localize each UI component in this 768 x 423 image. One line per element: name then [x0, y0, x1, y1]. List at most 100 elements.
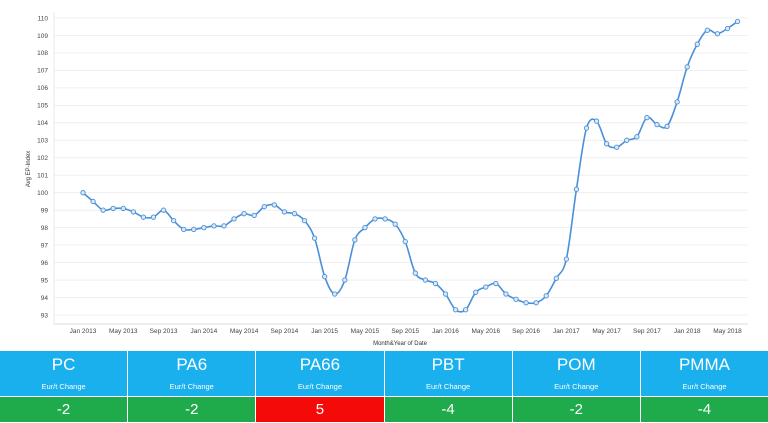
data-point: [110, 205, 116, 212]
x-tick-label: May 2018: [713, 328, 742, 335]
chart-grid: [53, 12, 748, 325]
tile-unit-label: Eur/t Change: [554, 382, 599, 391]
tile-header: PMMA Eur/t Change: [640, 351, 768, 396]
data-point: [241, 211, 247, 217]
x-tick-label: May 2017: [592, 328, 621, 335]
ep-index-line-chart: 93 94 95 96 97 98 99 100 101 102 103 104 105 106 107 10…: [26, 12, 748, 347]
tile-header: PC Eur/t Change: [0, 351, 128, 396]
tile-unit-label: Eur/t Change: [169, 382, 214, 391]
data-point: [503, 291, 509, 297]
tile-pbt: PBT Eur/t Change -4: [384, 351, 513, 422]
y-tick-label: 99: [41, 207, 49, 214]
tile-change-value: -2: [128, 396, 256, 422]
tile-unit-label: Eur/t Change: [426, 382, 471, 391]
x-tick-label: Sep 2016: [512, 328, 540, 335]
data-point: [422, 277, 429, 283]
x-tick-label: Jan 2018: [674, 328, 701, 335]
polymer-change-tiles: PC Eur/t Change -2 PA6 Eur/t Change -2 P…: [0, 351, 768, 422]
tile-unit-label: Eur/t Change: [297, 382, 343, 391]
data-point: [563, 256, 570, 262]
tile-header: PBT Eur/t Change: [384, 351, 512, 396]
data-point: [412, 270, 418, 276]
y-tick-label: 96: [41, 260, 49, 267]
data-point: [301, 218, 308, 224]
tile-header: PA6 Eur/t Change: [128, 351, 256, 396]
data-point: [473, 289, 479, 295]
data-point: [181, 226, 187, 233]
data-point: [674, 99, 680, 105]
data-point: [614, 144, 620, 150]
data-point: [724, 25, 731, 32]
y-tick-label: 109: [37, 33, 48, 40]
data-point: [634, 134, 640, 140]
tile-unit-label: Eur/t Change: [682, 382, 727, 391]
data-point: [624, 137, 630, 143]
data-point: [402, 238, 408, 245]
data-point: [533, 300, 539, 306]
tile-polymer-name: PA6: [176, 355, 208, 374]
tile-change-value: -2: [0, 396, 128, 422]
data-point: [80, 190, 86, 196]
data-point: [734, 18, 741, 25]
tile-polymer-name: PA66: [299, 355, 341, 374]
data-point: [463, 307, 469, 313]
y-tick-label: 103: [37, 138, 48, 145]
x-tick-label: Jan 2015: [311, 328, 338, 335]
tile-change-value: -4: [384, 396, 512, 422]
x-axis-title: Month&Year of Date: [373, 341, 427, 347]
tile-unit-label: Eur/t Change: [41, 382, 86, 391]
data-point: [251, 212, 257, 219]
tile-header: PA66 Eur/t Change: [256, 351, 384, 396]
data-point: [261, 204, 267, 210]
x-tick-label: May 2016: [472, 328, 501, 335]
x-tick-label: Sep 2014: [270, 328, 298, 335]
data-point: [714, 31, 721, 37]
series-points: [80, 18, 741, 313]
data-point: [160, 207, 167, 213]
data-point: [644, 114, 650, 121]
data-point: [221, 223, 227, 229]
data-point: [271, 202, 277, 208]
y-tick-label: 110: [38, 15, 49, 22]
tile-pa6: PA6 Eur/t Change -2: [128, 351, 257, 422]
y-tick-label: 95: [41, 277, 49, 284]
y-tick-label: 107: [37, 68, 48, 75]
data-point: [583, 125, 590, 131]
tile-pmma: PMMA Eur/t Change -4: [640, 351, 768, 422]
y-tick-label: 102: [37, 155, 48, 162]
data-point: [442, 291, 449, 297]
y-tick-label: 104: [37, 120, 48, 127]
data-point: [593, 118, 600, 124]
y-tick-label: 93: [41, 312, 49, 319]
tile-polymer-name: PBT: [431, 355, 465, 374]
data-point: [573, 186, 580, 192]
y-tick-label: 101: [37, 173, 48, 180]
data-point: [704, 27, 710, 33]
data-point: [553, 275, 559, 281]
x-tick-label: Sep 2017: [633, 328, 661, 335]
tile-change-value: -2: [512, 396, 640, 422]
data-point: [372, 216, 378, 222]
data-point: [322, 273, 328, 280]
x-tick-label: May 2013: [109, 328, 138, 335]
data-point: [150, 214, 157, 220]
data-point: [100, 207, 106, 213]
tile-change-value: -4: [640, 396, 768, 422]
data-point: [684, 64, 690, 70]
data-point: [130, 209, 137, 215]
tile-pa66: PA66 Eur/t Change 5: [256, 351, 385, 422]
x-tick-label: Jan 2014: [190, 328, 217, 335]
data-point: [332, 291, 338, 297]
data-point: [694, 41, 700, 47]
data-point: [281, 209, 288, 215]
data-point: [120, 205, 126, 212]
data-point: [140, 214, 147, 220]
x-tick-label: May 2014: [230, 328, 259, 335]
y-tick-label: 105: [37, 103, 48, 110]
y-tick-label: 94: [41, 295, 49, 302]
data-point: [603, 141, 610, 147]
tile-pom: POM Eur/t Change -2: [512, 351, 641, 422]
data-point: [362, 224, 368, 231]
series-line: [82, 20, 739, 313]
data-point: [483, 284, 489, 290]
